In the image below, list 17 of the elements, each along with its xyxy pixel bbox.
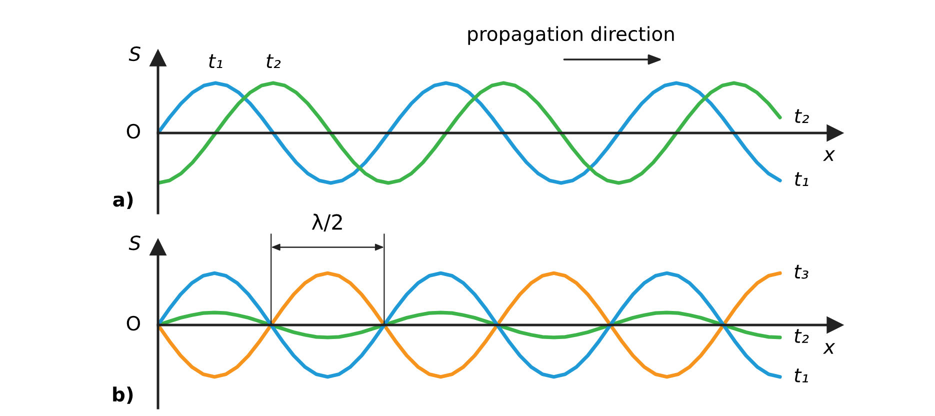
text: O xyxy=(126,316,140,331)
text: O xyxy=(126,124,140,139)
series-label: t₃ xyxy=(794,264,808,279)
series-label: t₁ xyxy=(794,368,808,382)
y-axis-title: S xyxy=(128,236,140,250)
x-axis-title: x xyxy=(822,150,836,161)
series-label: t₂ xyxy=(794,329,809,343)
text: λ/2 xyxy=(312,214,342,232)
series-label: t₂ xyxy=(795,109,809,123)
text: b) xyxy=(113,386,133,404)
series-label: t₁ xyxy=(795,172,808,186)
text: a) xyxy=(113,192,133,210)
text: t₁ xyxy=(209,54,222,68)
text: t₂ xyxy=(266,54,281,68)
x-axis-title: x xyxy=(822,343,836,354)
text: propagation direction xyxy=(468,26,674,45)
y-axis-title: S xyxy=(128,46,140,62)
